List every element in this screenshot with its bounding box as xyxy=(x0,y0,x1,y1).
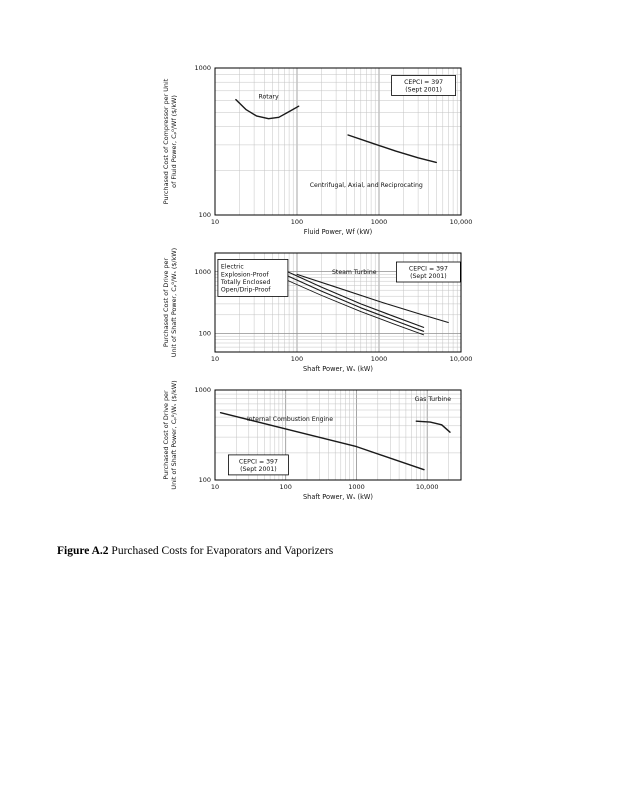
plot-border xyxy=(214,252,462,353)
ice-label: Internal Combustion Engine xyxy=(247,416,333,423)
centrifugal-label-text: Centrifugal, Axial, and Reciprocating xyxy=(310,182,423,189)
x-tick-label: 100 xyxy=(291,355,303,363)
cepci-note: CEPCI = 397(Sept 2001) xyxy=(228,454,289,476)
cepci-note: CEPCI = 397(Sept 2001) xyxy=(395,261,461,283)
cepci-note: CEPCI = 397(Sept 2001) xyxy=(391,75,457,96)
series-steam-turbine xyxy=(296,273,449,324)
cepci-note-text: CEPCI = 397 xyxy=(239,458,278,465)
y-axis-title: Unit of Shaft Power, Cₚ⁰/Wₛ ($/kW) xyxy=(170,380,178,489)
cepci-note-text: (Sept 2001) xyxy=(405,87,442,94)
series-totally-enclosed xyxy=(283,273,425,332)
cepci-note-text: (Sept 2001) xyxy=(410,273,447,280)
cepci-note-text: (Sept 2001) xyxy=(240,466,277,473)
chart-drive-cost-motors: 10 100 1000 10,000 100 1000 Shaft Power, Wₛ (k… xyxy=(162,248,472,373)
series-gas-turbine xyxy=(415,420,451,433)
x-tick-label: 10,000 xyxy=(450,355,473,363)
y-tick-label: 1000 xyxy=(194,268,211,276)
y-tick-label: 1000 xyxy=(194,64,211,72)
electric-motor-legend-text: Open/Drip-Proof xyxy=(221,287,271,294)
series-internal-combustion-engine xyxy=(219,412,425,471)
y-axis-title: Unit of Shaft Power, Cₚ⁰/Wₛ ($/kW) xyxy=(170,248,178,357)
x-tick-label: 100 xyxy=(279,483,291,491)
y-axis-title: of Fluid Power, Cₚ⁰/Wf ($/kW) xyxy=(170,95,178,188)
x-tick-label: 10,000 xyxy=(450,218,473,226)
x-axis-title: Fluid Power, Wf (kW) xyxy=(304,228,372,236)
cepci-note-box xyxy=(395,261,461,283)
cepci-note-text: CEPCI = 397 xyxy=(409,265,448,272)
x-tick-label: 1000 xyxy=(371,355,388,363)
gas-turbine-label: Gas Turbine xyxy=(415,396,452,403)
y-tick-label: 100 xyxy=(199,211,211,219)
plot-border xyxy=(214,67,462,216)
centrifugal-label: Centrifugal, Axial, and Reciprocating xyxy=(310,182,423,189)
electric-motor-legend-box xyxy=(217,258,289,297)
x-tick-label: 100 xyxy=(291,218,303,226)
x-tick-label: 10 xyxy=(211,218,219,226)
series-centrifugal-axial-and-reciprocating xyxy=(347,134,437,164)
figure-caption-text: Purchased Costs for Evaporators and Vapo… xyxy=(108,545,334,557)
y-tick-label: 100 xyxy=(199,330,211,338)
x-tick-label: 10 xyxy=(211,355,219,363)
electric-motor-legend-text: Electric xyxy=(221,264,245,271)
electric-motor-legend-text: Explosion-Proof xyxy=(221,271,269,278)
x-axis-title: Shaft Power, Wₛ (kW) xyxy=(303,493,373,501)
y-tick-label: 1000 xyxy=(194,386,211,394)
cepci-note-box xyxy=(391,75,457,96)
y-axis-title: Purchased Cost of Compressor per Unit xyxy=(162,78,170,204)
plot-border xyxy=(214,389,462,481)
series-open-drip-proof xyxy=(283,278,425,336)
y-axis-title: Purchased Cost of Drive per xyxy=(162,390,170,480)
rotary-label-text: Rotary xyxy=(258,94,279,101)
cepci-note-text: CEPCI = 397 xyxy=(404,79,443,86)
x-tick-label: 10,000 xyxy=(416,483,439,491)
x-tick-label: 10 xyxy=(211,483,219,491)
figure-caption: Figure A.2 Purchased Costs for Evaporato… xyxy=(57,545,333,557)
x-axis-title: Shaft Power, Wₛ (kW) xyxy=(303,365,373,373)
tick-labels: 10 100 1000 10,000 100 1000 xyxy=(194,268,472,363)
series-rotary xyxy=(235,98,300,120)
electric-motor-legend-text: Totally Enclosed xyxy=(220,279,271,286)
steam-turbine-label-text: Steam Turbine xyxy=(332,269,377,276)
x-tick-label: 1000 xyxy=(371,218,388,226)
steam-turbine-label: Steam Turbine xyxy=(332,269,377,276)
figure-caption-label: Figure A.2 xyxy=(57,545,109,557)
series-explosion-proof xyxy=(283,269,425,328)
cepci-note-box xyxy=(228,454,289,476)
gas-turbine-label-text: Gas Turbine xyxy=(415,396,452,403)
ice-label-text: Internal Combustion Engine xyxy=(247,416,333,423)
y-tick-label: 100 xyxy=(199,476,211,484)
y-axis-title: Purchased Cost of Drive per xyxy=(162,258,170,348)
rotary-label: Rotary xyxy=(258,94,279,101)
x-tick-label: 1000 xyxy=(348,483,365,491)
